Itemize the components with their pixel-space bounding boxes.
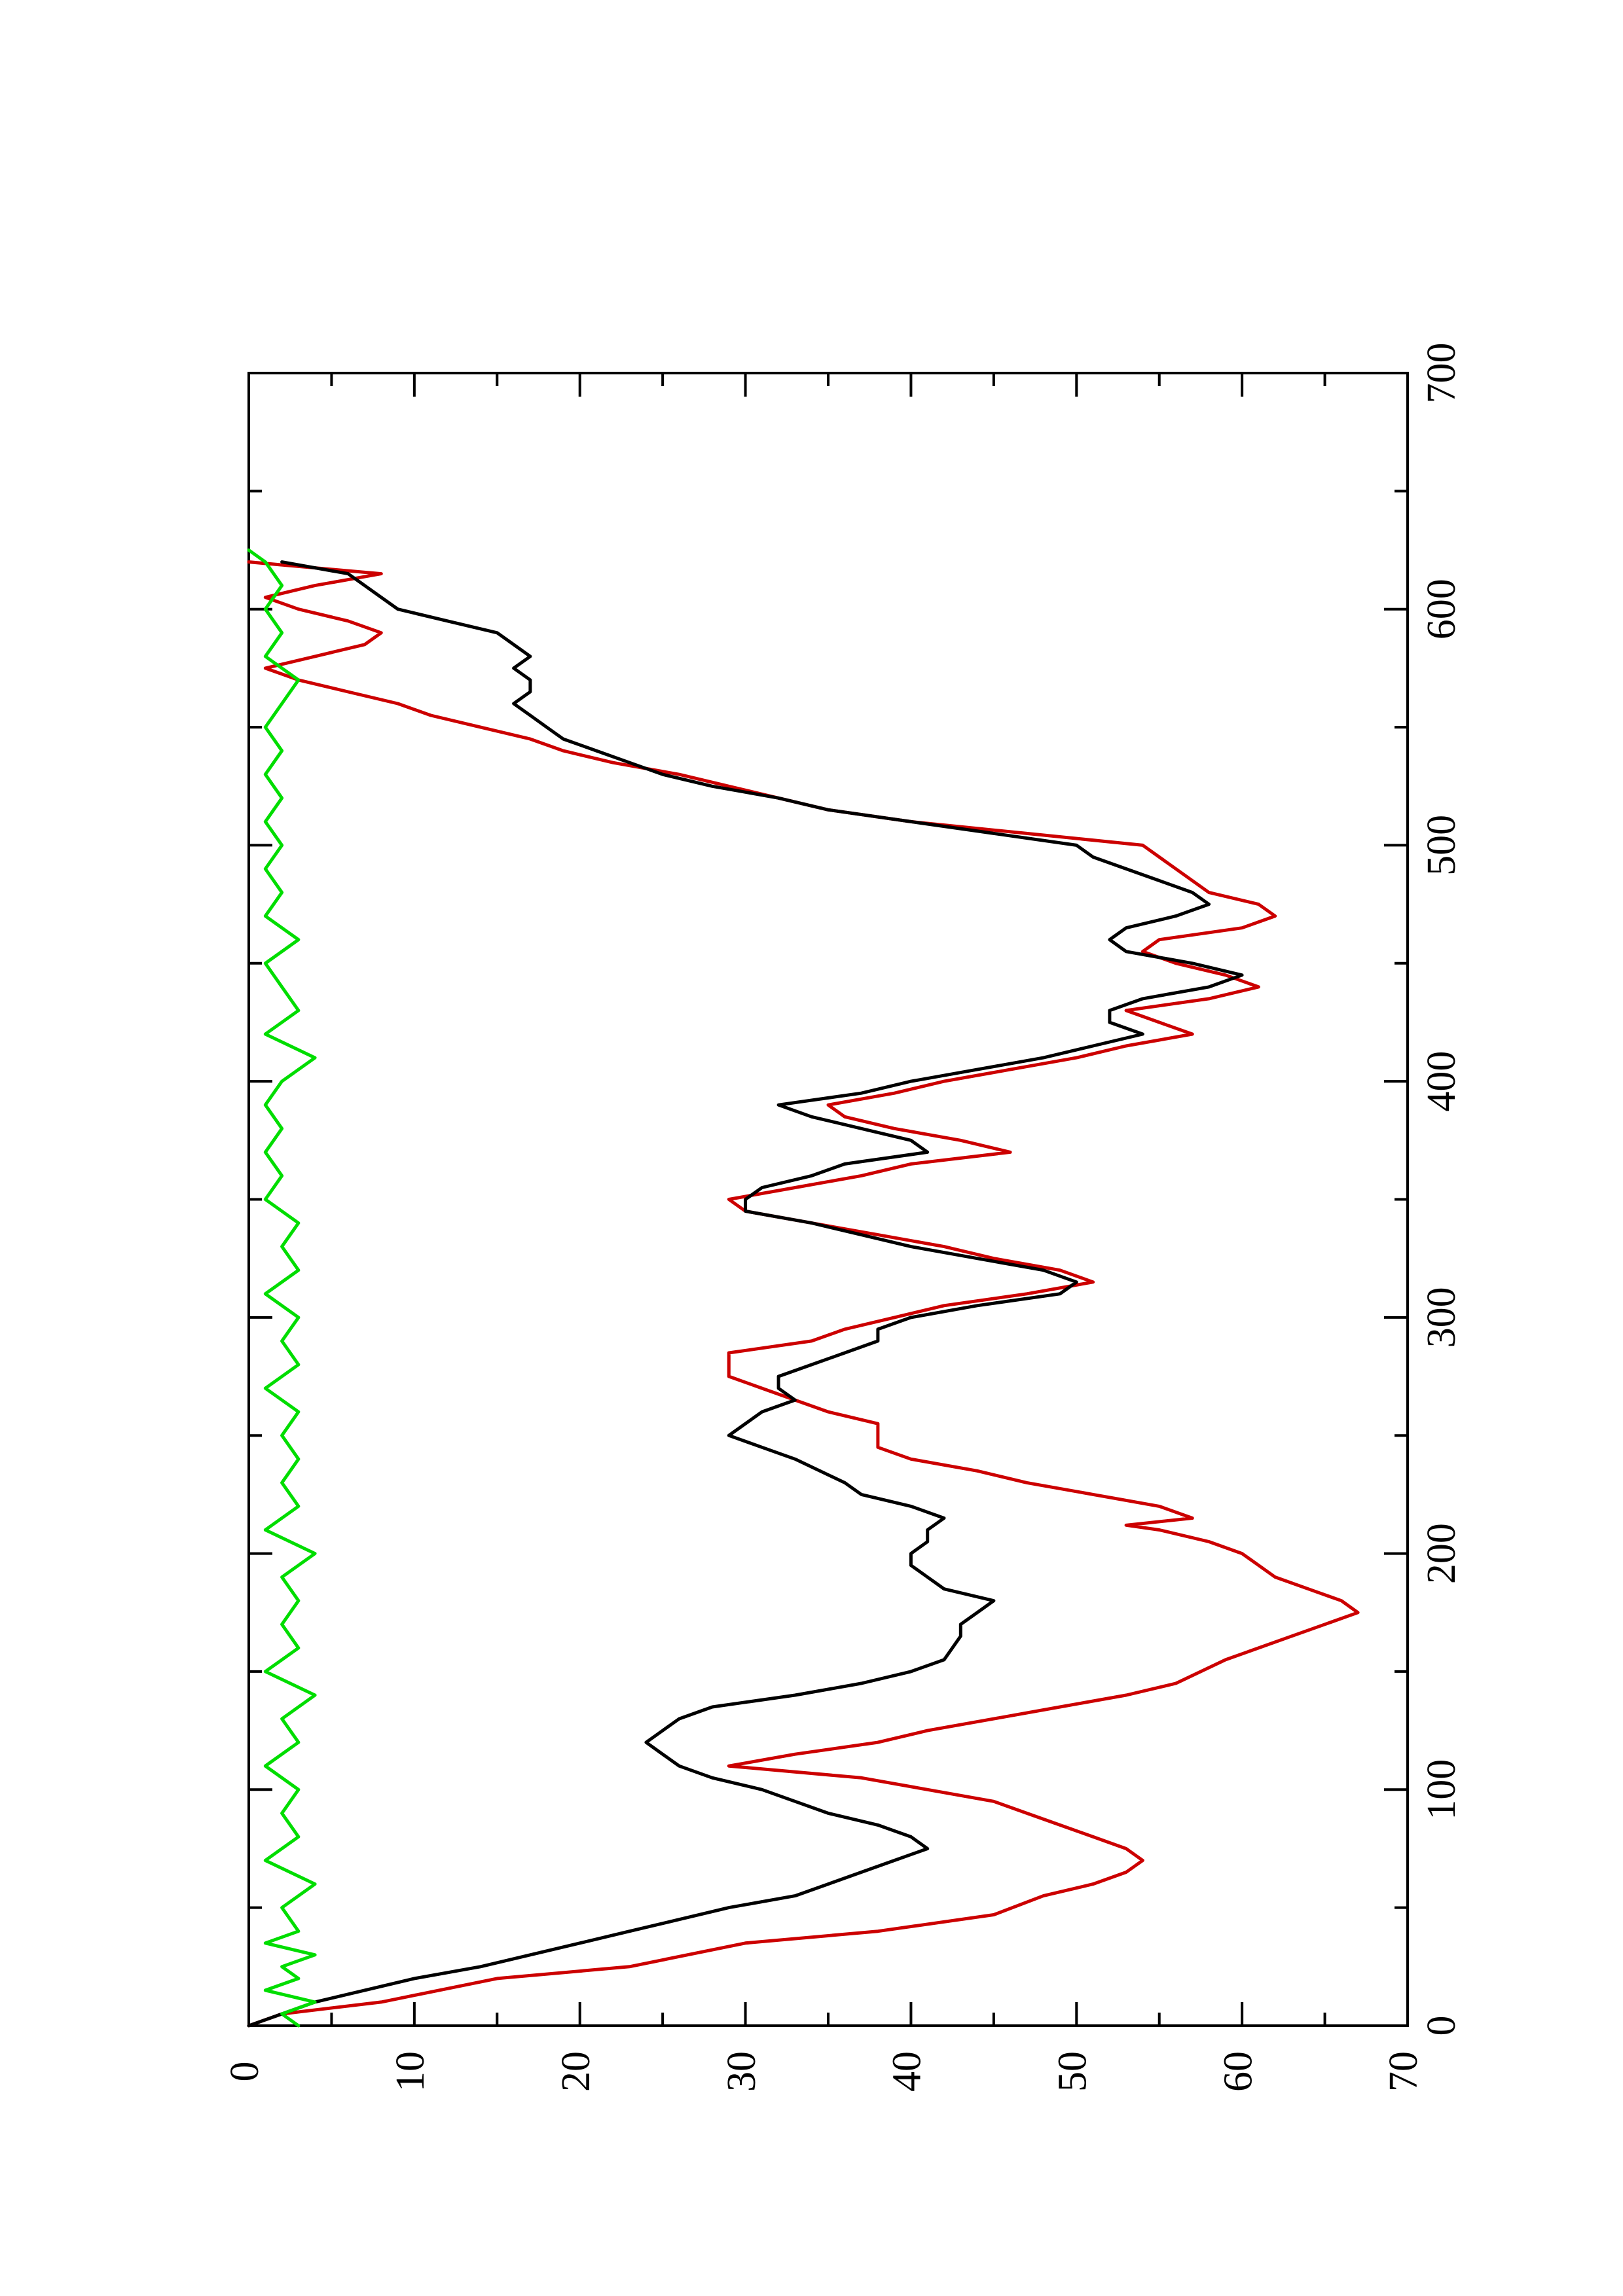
- series-line-1: [247, 560, 1360, 2028]
- x-tick-label: 200: [1419, 1523, 1464, 1584]
- y-tick-label: 10: [388, 2051, 433, 2092]
- y-tick-label: 50: [1051, 2051, 1095, 2092]
- y-tick-label: 30: [720, 2051, 764, 2092]
- y-tick-label: 0: [223, 2062, 267, 2082]
- x-tick-label: 300: [1419, 1287, 1464, 1348]
- y-tick-label: 40: [885, 2051, 930, 2092]
- x-tick-label: 400: [1419, 1051, 1464, 1112]
- x-tick-label: 700: [1419, 343, 1464, 404]
- plot-area: 0 100 200 300 400 500 600 700 0 10 20 30 40 50 60 70: [223, 343, 1464, 2092]
- series-line-2: [247, 560, 1244, 2028]
- y-tick-label: 60: [1216, 2051, 1260, 2092]
- x-tick-label: 500: [1419, 815, 1464, 876]
- y-tick-label: 20: [554, 2051, 598, 2092]
- x-tick-label: 100: [1419, 1759, 1464, 1820]
- series-line-3: [247, 548, 317, 2028]
- y-tick-label: 70: [1381, 2051, 1426, 2092]
- x-tick-label: 600: [1419, 579, 1464, 639]
- plot-frame: [247, 372, 1409, 2027]
- x-tick-label: 0: [1419, 2016, 1464, 2036]
